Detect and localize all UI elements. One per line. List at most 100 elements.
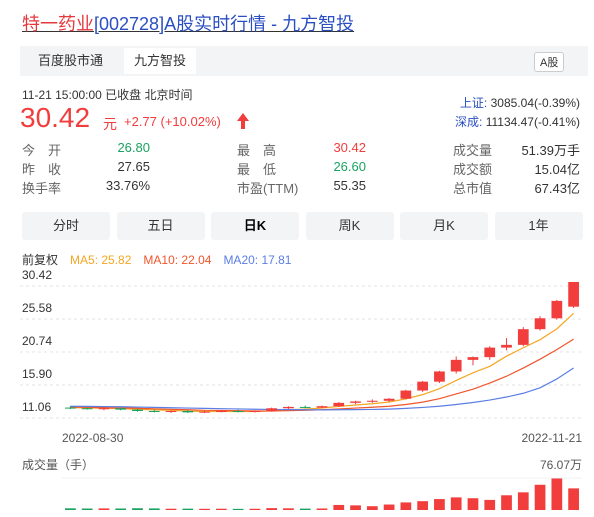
period-button[interactable]: 分时 bbox=[22, 212, 110, 240]
stat-label: 今 开 bbox=[22, 143, 62, 158]
candle-body bbox=[148, 411, 160, 412]
volume-bar bbox=[350, 505, 361, 510]
volume-bar bbox=[551, 478, 563, 510]
stat-label: 市盈(TTM) bbox=[237, 181, 299, 196]
unit: 元 bbox=[103, 116, 117, 132]
candle-body bbox=[165, 411, 177, 412]
stat-value: 15.04亿 bbox=[534, 162, 580, 177]
index-value: 11134.47(-0.41%) bbox=[485, 115, 580, 129]
volume-bar bbox=[333, 504, 345, 510]
volume-bar bbox=[115, 508, 127, 510]
volume-bar bbox=[283, 508, 294, 510]
title[interactable]: 特一药业[002728]A股实时行情 - 九方智投 bbox=[22, 10, 354, 36]
stat-label: 最 高 bbox=[237, 143, 277, 158]
y-tick-label: 20.74 bbox=[22, 334, 52, 348]
candle-body bbox=[98, 408, 110, 410]
volume-bar bbox=[450, 497, 462, 510]
candle-body bbox=[182, 411, 194, 413]
ma-line bbox=[70, 338, 574, 412]
volume-bar bbox=[484, 499, 496, 510]
index-label: 上证: bbox=[459, 96, 488, 110]
period-button[interactable]: 五日 bbox=[116, 212, 205, 240]
period-button[interactable]: 周K bbox=[305, 212, 394, 240]
ma-line bbox=[70, 367, 574, 411]
candle-body bbox=[232, 411, 244, 412]
legend-entry: MA10: 22.04 bbox=[143, 253, 212, 267]
candle-body bbox=[132, 409, 143, 411]
index: 深成: 11134.47(-0.41%) bbox=[455, 113, 580, 132]
tab-active[interactable]: 九方智投 bbox=[124, 48, 197, 74]
candle-body bbox=[450, 359, 462, 372]
candle-body bbox=[350, 401, 361, 403]
volume-bar bbox=[148, 508, 160, 510]
index-value: 3085.04(-0.39%) bbox=[490, 96, 580, 110]
volume-bar bbox=[249, 508, 261, 510]
index: 上证: 3085.04(-0.39%) bbox=[455, 94, 580, 113]
volume-bar bbox=[98, 508, 110, 510]
candle-body bbox=[434, 371, 445, 382]
volume-bar bbox=[199, 508, 210, 510]
candle-body bbox=[467, 357, 479, 360]
stat-label: 昨 收 bbox=[22, 162, 62, 177]
volume-bar bbox=[568, 488, 579, 510]
y-tick-label: 30.42 bbox=[22, 270, 52, 282]
ma-line bbox=[70, 312, 575, 413]
period-button[interactable]: 1年 bbox=[494, 212, 583, 240]
candle-body bbox=[215, 411, 227, 412]
volume-bar bbox=[132, 508, 143, 510]
up-arrow bbox=[237, 113, 249, 129]
candle-body bbox=[81, 408, 93, 410]
status: 11-21 15:00:00 已收盘 北京时间 bbox=[22, 88, 193, 102]
y-tick-label: 25.58 bbox=[22, 301, 52, 315]
stat-value: 33.76% bbox=[105, 178, 150, 193]
volume-bar bbox=[383, 504, 395, 510]
candle-body bbox=[366, 400, 378, 402]
tab[interactable]: 百度股市通 bbox=[38, 53, 104, 68]
change: +2.77 (+10.02%) bbox=[124, 114, 221, 129]
stat-label: 成交量 bbox=[453, 143, 493, 158]
legend-entry: MA5: 25.82 bbox=[70, 253, 132, 267]
volume-bar bbox=[316, 508, 328, 510]
title-rest: [002728]A股实时行情 - 九方智投 bbox=[94, 14, 355, 34]
stat-value: 67.43亿 bbox=[534, 181, 580, 196]
stat-label: 最 低 bbox=[237, 162, 277, 177]
price: 30.42 bbox=[20, 102, 91, 133]
stat-value: 26.80 bbox=[117, 140, 150, 155]
volume-bar bbox=[400, 502, 412, 510]
x-tick-label: 2022-11-21 bbox=[522, 431, 583, 445]
candle-body bbox=[551, 300, 563, 319]
candle-body bbox=[333, 402, 345, 407]
volume-bar bbox=[434, 499, 445, 510]
volume-bar bbox=[165, 508, 177, 510]
volume-bar bbox=[232, 508, 244, 510]
candle-body bbox=[316, 406, 328, 408]
volume-bar bbox=[299, 508, 311, 510]
volume-bar bbox=[501, 495, 512, 510]
adjust: 前复权 bbox=[22, 253, 59, 267]
candle-body bbox=[115, 408, 127, 410]
volume-bar bbox=[266, 508, 278, 510]
candle-body bbox=[65, 407, 76, 409]
candle-body bbox=[249, 411, 261, 412]
stat-value: 26.60 bbox=[333, 159, 366, 174]
candle-body bbox=[568, 282, 579, 307]
stat-value: 55.35 bbox=[333, 178, 366, 193]
period-button[interactable]: 月K bbox=[400, 212, 488, 240]
candle-body bbox=[484, 347, 496, 358]
chart: 30.42 25.58 20.74 15.90 11.06 2022-08-30 2022-… bbox=[20, 270, 583, 510]
y-tick-label: 11.06 bbox=[22, 400, 51, 414]
period-button[interactable]: 日K bbox=[211, 212, 299, 240]
index-label: 深成: bbox=[455, 115, 483, 129]
legend: 前复权 MA5: 25.82 MA10: 22.04 MA20: 17.81 bbox=[22, 251, 291, 268]
volume-bar bbox=[65, 508, 76, 510]
title-name: 特一药业 bbox=[22, 14, 94, 34]
volume-tick-label: 76.07万 bbox=[540, 458, 582, 472]
volume-bar bbox=[182, 508, 194, 510]
volume-bar bbox=[534, 484, 546, 510]
candle-body bbox=[534, 318, 546, 330]
indices: 上证: 3085.04(-0.39%) 深成: 11134.47(-0.41%) bbox=[455, 94, 580, 132]
legend-entry: MA20: 17.81 bbox=[223, 253, 292, 267]
candle-body bbox=[299, 406, 311, 408]
badge: A股 bbox=[534, 52, 565, 72]
